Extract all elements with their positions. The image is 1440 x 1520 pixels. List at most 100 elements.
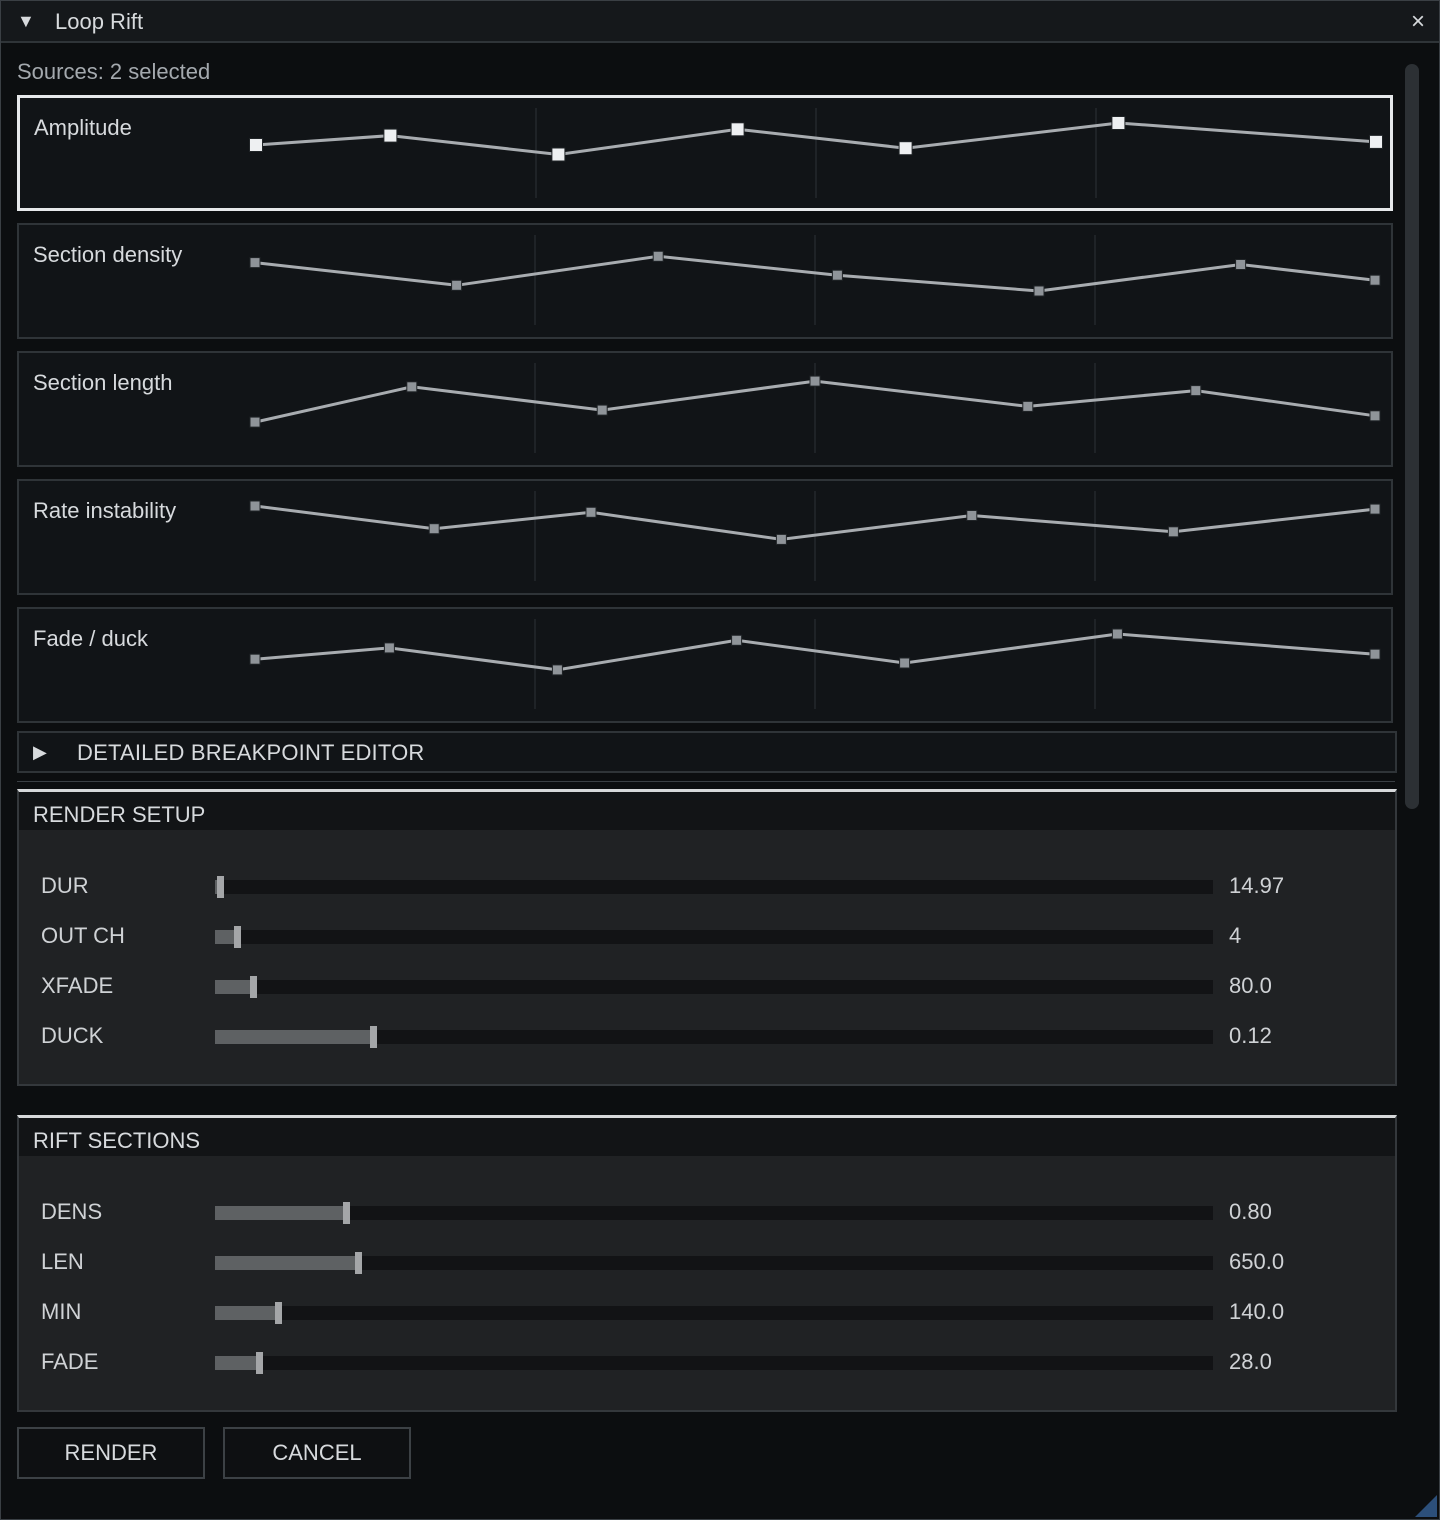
slider-thumb[interactable] [342,1202,350,1224]
param-value: 0.80 [1229,1199,1272,1224]
detailed-breakpoint-editor-header[interactable]: ▶ DETAILED BREAKPOINT EDITOR [17,731,1397,773]
breakpoint-node[interactable] [451,279,463,291]
rift-sections-header[interactable]: RIFT SECTIONS [19,1118,1395,1156]
envelope-graph[interactable] [19,609,1389,719]
breakpoint-node[interactable] [1033,285,1045,297]
slider-thumb[interactable] [369,1026,377,1048]
breakpoint-node[interactable] [551,664,563,676]
cancel-button[interactable]: CANCEL [223,1427,411,1479]
slider-thumb[interactable] [233,926,241,948]
window-title: Loop Rift [55,9,144,34]
render-setup-section: RENDER SETUP DUR 14.97 OUT CH 4 XFADE 80.0 DUC… [17,789,1397,1086]
envelope-panel[interactable]: Section density [17,223,1393,339]
breakpoint-node[interactable] [249,257,261,269]
breakpoint-node[interactable] [1111,116,1126,130]
slider-duck[interactable] [215,1026,1213,1048]
breakpoint-node[interactable] [1369,410,1381,422]
breakpoint-node[interactable] [775,533,787,545]
collapse-arrow-icon[interactable]: ▼ [17,11,35,31]
breakpoint-node[interactable] [1369,274,1381,286]
slider-fade[interactable] [215,1352,1213,1374]
breakpoint-node[interactable] [899,657,911,669]
slider-thumb[interactable] [354,1252,362,1274]
breakpoint-node[interactable] [551,147,566,162]
envelope-graph[interactable] [19,225,1389,335]
breakpoint-node[interactable] [730,122,745,137]
param-value: 0.12 [1229,1023,1272,1048]
slider-fill [215,1206,346,1220]
envelope-graph[interactable] [19,481,1389,591]
divider [17,781,1395,782]
slider-fill [215,1356,259,1370]
breakpoint-node[interactable] [1022,400,1034,412]
param-label-fade: FADE [41,1349,99,1374]
render-setup-header[interactable]: RENDER SETUP [19,792,1395,830]
breakpoint-node[interactable] [1235,259,1247,270]
slider-dur[interactable] [215,876,1213,898]
slider-fill [215,1030,373,1044]
envelope-graph[interactable] [19,353,1389,463]
breakpoint-node[interactable] [1369,503,1381,515]
breakpoint-node[interactable] [383,128,398,143]
breakpoint-node[interactable] [898,141,913,156]
slider-thumb[interactable] [216,876,224,898]
slider-fill [215,1256,358,1270]
breakpoint-node[interactable] [596,404,608,416]
envelope-graph[interactable] [20,98,1390,208]
scrollbar-thumb[interactable] [1405,64,1419,809]
envelope-label: Amplitude [34,115,132,140]
breakpoint-node[interactable] [383,642,395,654]
breakpoint-node[interactable] [809,375,821,387]
render-setup-title: RENDER SETUP [33,802,206,827]
breakpoint-node[interactable] [731,634,743,646]
param-label-len: LEN [41,1249,84,1274]
slider-min[interactable] [215,1302,1213,1324]
breakpoint-node[interactable] [406,381,418,393]
param-label-out-ch: OUT CH [41,923,125,948]
close-icon[interactable]: × [1410,8,1425,35]
envelope-panel[interactable]: Section length [17,351,1393,467]
param-label-dur: DUR [41,873,89,898]
envelope-panel[interactable]: Rate instability [17,479,1393,595]
param-label-min: MIN [41,1299,82,1324]
param-value: 28.0 [1229,1349,1272,1374]
slider-dens[interactable] [215,1202,1213,1224]
breakpoint-node[interactable] [249,416,261,428]
breakpoint-node[interactable] [1369,648,1381,660]
slider-thumb[interactable] [255,1352,263,1374]
slider-fill [215,980,253,994]
title-bar[interactable]: ▼ Loop Rift × [1,1,1439,43]
breakpoint-node[interactable] [831,269,843,281]
slider-thumb[interactable] [249,976,257,998]
slider-thumb[interactable] [274,1302,282,1324]
breakpoint-node[interactable] [652,250,664,262]
slider-xfade[interactable] [215,976,1213,998]
resize-grip[interactable] [1415,1495,1437,1517]
breakpoint-node[interactable] [249,138,263,152]
breakpoint-node[interactable] [1190,385,1202,397]
envelope-panel[interactable]: Fade / duck [17,607,1393,723]
render-button[interactable]: RENDER [17,1427,205,1479]
breakpoint-node[interactable] [966,510,978,521]
breakpoint-node[interactable] [1167,526,1179,538]
param-label-xfade: XFADE [41,973,114,998]
breakpoint-node[interactable] [428,523,440,535]
expand-arrow-icon[interactable]: ▶ [33,742,47,762]
breakpoint-node[interactable] [249,653,261,665]
breakpoint-node[interactable] [1111,628,1123,640]
param-value: 140.0 [1229,1299,1285,1324]
detailed-breakpoint-editor-label: DETAILED BREAKPOINT EDITOR [77,740,425,765]
slider-len[interactable] [215,1252,1213,1274]
slider-out-ch[interactable] [215,926,1213,948]
breakpoint-node[interactable] [1369,134,1383,149]
envelope-panel[interactable]: Amplitude [17,95,1393,211]
breakpoint-node[interactable] [585,506,597,518]
slider-fill [215,930,237,944]
slider-fill [215,1306,278,1320]
envelope-label: Section density [33,242,183,267]
rift-sections-title: RIFT SECTIONS [33,1128,201,1153]
breakpoint-node[interactable] [249,500,261,512]
sources-label: Sources: 2 selected [17,59,211,84]
param-value: 4 [1229,923,1242,948]
